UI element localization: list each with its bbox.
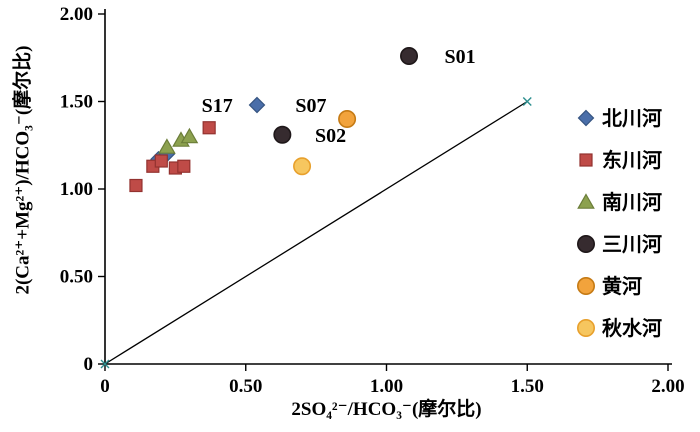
x-tick-label: 0.50 [229, 376, 262, 397]
square-marker [154, 154, 168, 168]
square-marker [579, 153, 593, 167]
legend-label: 黄河 [602, 274, 642, 298]
triangle-marker [180, 127, 199, 144]
x-tick-label: 1.00 [370, 376, 403, 397]
x-tick-label: 1.50 [511, 376, 544, 397]
legend-item: 三川河 [576, 233, 662, 256]
square-marker [177, 159, 191, 173]
y-tick-label: 0.50 [60, 267, 93, 288]
x-tick-label: 2.00 [651, 376, 684, 397]
y-tick-label: 2.00 [60, 4, 93, 25]
legend-label: 三川河 [602, 233, 662, 256]
legend-label: 秋水河 [602, 317, 662, 340]
triangle-marker [577, 193, 595, 209]
circle-marker [576, 276, 595, 295]
circle-marker [293, 157, 312, 176]
series-黄河 [338, 110, 357, 129]
legend-label: 东川河 [602, 148, 662, 172]
legend-label: 南川河 [602, 191, 662, 214]
point-label: S02 [315, 125, 346, 147]
circle-marker [576, 318, 595, 337]
point-label: S01 [445, 46, 476, 68]
legend-item: 东川河 [579, 148, 662, 172]
y-tick-label: 1.50 [60, 92, 93, 113]
series-东川河 [129, 121, 216, 193]
legend-item: 南川河 [577, 191, 662, 214]
axes: 0 0.50 1.00 1.50 2.00 0 0.50 1.00 1.50 2.00 [60, 4, 685, 397]
triangle-marker [158, 138, 176, 154]
circle-marker [273, 125, 292, 144]
legend-item: 北川河 [577, 107, 662, 130]
line-end-x-marker [522, 97, 532, 106]
y-tick-label: 1.00 [60, 179, 93, 200]
square-marker [202, 121, 216, 135]
x-tick-label: 0 [100, 376, 110, 397]
point-label: S07 [295, 95, 326, 117]
annotations: S01 S17 S07 S02 [202, 46, 476, 147]
series-南川河 [158, 127, 199, 154]
data-points [129, 46, 419, 193]
diamond-marker [577, 109, 595, 127]
circle-marker [338, 110, 357, 129]
y-axis-title: 2(Ca²⁺+Mg²⁺)/HCO₃⁻(摩尔比) [12, 45, 34, 295]
series-三川河 [273, 46, 419, 144]
line-end-x-marker [100, 359, 110, 369]
legend-item: 秋水河 [576, 317, 662, 340]
y-tick-label: 0 [84, 354, 94, 375]
one-to-one-line [100, 97, 532, 369]
diamond-marker [248, 96, 266, 114]
legend-item: 黄河 [576, 274, 642, 298]
circle-marker [400, 46, 419, 65]
point-label: S17 [202, 95, 233, 117]
x-axis-title: 2SO₄²⁻/HCO₃⁻(摩尔比) [291, 399, 482, 420]
square-marker [129, 178, 143, 193]
series-秋水河 [293, 157, 312, 176]
legend-label: 北川河 [602, 107, 662, 130]
circle-marker [576, 235, 595, 254]
reference-line [104, 100, 528, 365]
